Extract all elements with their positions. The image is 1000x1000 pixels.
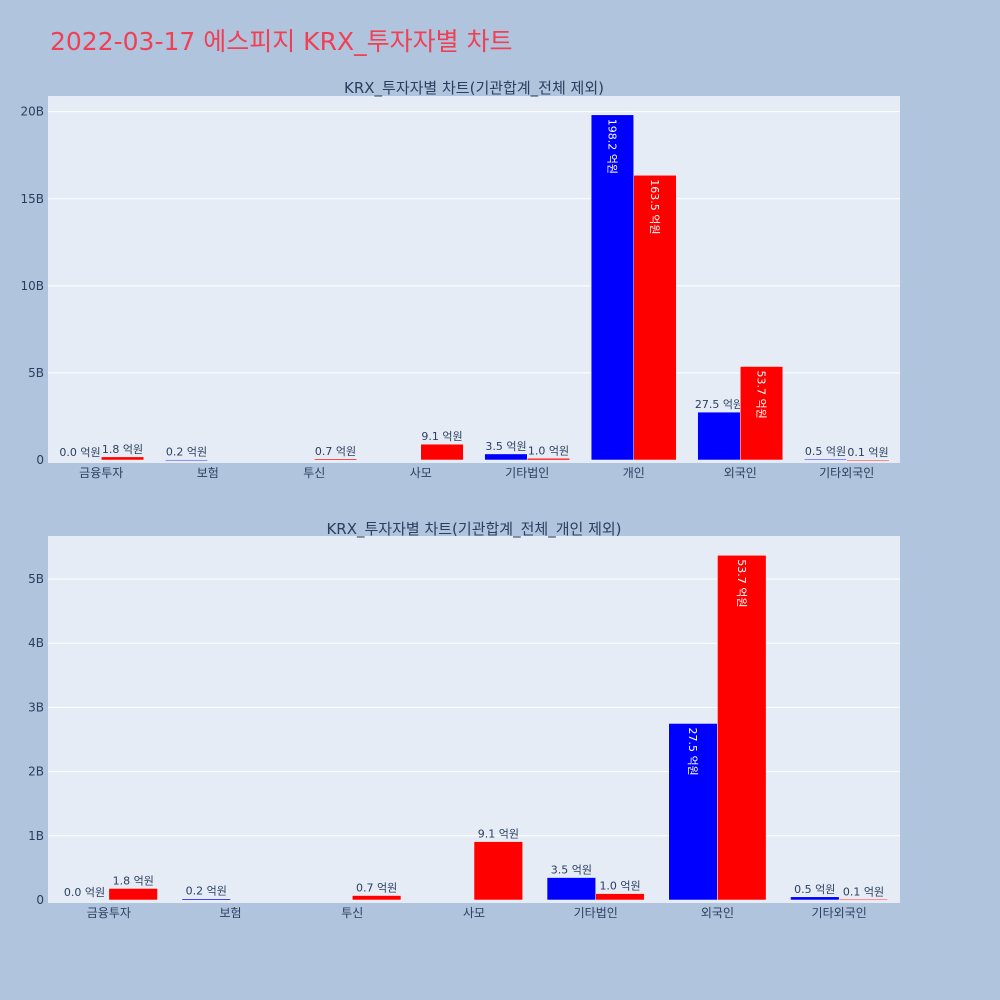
data-label: 9.1 억원 [478,828,519,841]
bar[interactable] [314,458,358,461]
bar[interactable] [527,458,571,461]
data-label: 198.2 억원 [605,119,618,174]
data-label: 53.7 억원 [735,559,748,607]
data-label: 1.8 억원 [113,874,154,887]
x-tick-label: 보험 [220,906,242,920]
bar[interactable] [846,459,890,462]
bar[interactable] [740,366,784,461]
page-title: 2022-03-17 에스피지 KRX_투자자별 차트 [50,27,513,56]
x-tick-label: 투신 [341,906,363,920]
x-tick-label: 사모 [463,906,485,920]
data-label: 0.0 억원 [64,886,105,899]
bar[interactable] [717,555,767,901]
data-label: 0.1 억원 [843,885,884,898]
x-tick-label: 외국인 [701,906,734,920]
x-tick-label: 기타외국인 [819,466,874,480]
bar[interactable] [473,841,523,901]
data-label: 0.1 억원 [847,446,888,459]
x-tick-label: 개인 [623,466,645,480]
data-label: 0.7 억원 [356,882,397,895]
x-tick-label: 기타법인 [574,906,618,920]
data-label: 1.8 억원 [102,443,143,456]
chart-title: KRX_투자자별 차트(기관합계_전체 제외) [344,79,604,98]
y-tick-label: 10B [20,279,44,293]
y-tick-label: 15B [20,192,44,206]
x-tick-label: 기타외국인 [812,906,867,920]
bar[interactable] [668,723,718,901]
data-label: 3.5 억원 [485,440,526,453]
bar[interactable] [803,458,848,461]
data-label: 0.7 억원 [315,445,356,458]
data-label: 163.5 억원 [648,179,661,234]
bar[interactable] [181,898,231,901]
y-tick-label: 20B [20,105,44,119]
bar[interactable] [164,459,208,461]
y-tick-label: 5B [28,572,44,586]
x-tick-label: 금융투자 [87,906,131,920]
bar[interactable] [108,888,158,901]
data-label: 0.2 억원 [166,446,207,459]
bar[interactable] [352,895,402,901]
data-label: 53.7 억원 [755,370,768,418]
bar[interactable] [484,453,528,461]
x-tick-label: 기타법인 [505,466,549,480]
y-tick-label: 1B [28,829,44,843]
y-tick-label: 0 [36,893,44,907]
bar[interactable] [101,456,145,461]
data-label: 0.5 억원 [805,445,846,458]
x-tick-label: 금융투자 [79,466,123,480]
data-label: 3.5 억원 [551,864,592,877]
y-tick-label: 5B [28,366,44,380]
x-tick-label: 사모 [410,466,432,480]
data-label: 9.1 억원 [421,430,462,443]
chart-top: 0 5B 10B 15B 20B KRX_투자자별 차트(기관합계_전체 제외) 금융투자 0… [20,79,900,480]
bar[interactable] [838,899,889,901]
x-tick-label: 외국인 [724,466,757,480]
bar[interactable] [633,174,677,461]
bar[interactable] [790,896,840,901]
x-tick-label: 투신 [303,466,325,480]
bar[interactable] [546,877,596,901]
data-label: 0.5 억원 [794,883,835,896]
data-label: 0.2 억원 [186,885,227,898]
chart-title: KRX_투자자별 차트(기관합계_전체_개인 제외) [326,520,621,539]
data-label: 27.5 억원 [695,398,743,411]
bar[interactable] [697,411,741,461]
y-tick-label: 2B [28,765,44,779]
bar[interactable] [420,443,464,461]
data-label: 1.0 억원 [599,880,640,893]
data-label: 1.0 억원 [528,444,569,457]
x-tick-label: 보험 [197,466,219,480]
bar[interactable] [595,893,645,901]
y-tick-label: 4B [28,636,44,650]
bar[interactable] [590,114,635,461]
y-tick-label: 0 [36,453,44,467]
chart-bottom: 0 1B 2B 3B 4B 5B KRX_투자자별 차트(기관합계_전체_개인 제외) 금융투… [28,520,900,920]
y-tick-label: 3B [28,700,44,714]
data-label: 27.5 억원 [686,727,699,775]
data-label: 0.0 억원 [59,446,100,459]
